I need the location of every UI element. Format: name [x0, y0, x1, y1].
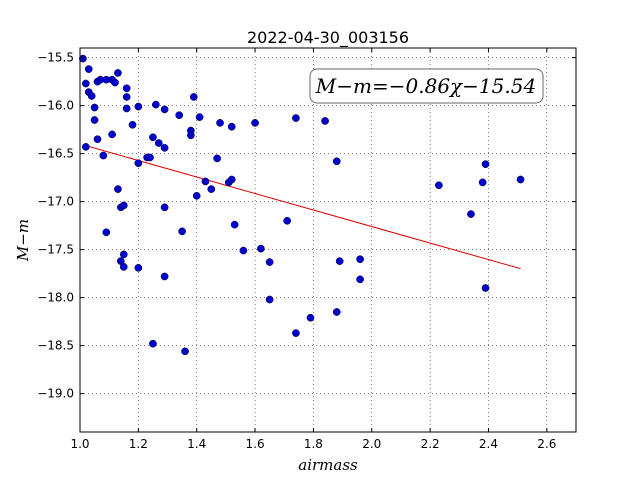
data-point — [227, 122, 236, 131]
y-tick-label: −16.0 — [37, 99, 74, 113]
x-tick-label: 1.8 — [304, 437, 323, 451]
data-point — [292, 329, 300, 337]
data-point — [149, 133, 157, 142]
data-point — [160, 143, 169, 152]
data-point — [154, 139, 163, 147]
x-tick-label: 2.0 — [362, 437, 381, 451]
y-tick-label: −17.5 — [37, 243, 74, 257]
data-point — [146, 153, 154, 162]
y-axis-label: M−m — [14, 219, 32, 262]
data-point — [99, 151, 108, 160]
fit-line — [85, 145, 521, 270]
data-point — [195, 113, 204, 121]
data-point — [292, 114, 300, 122]
y-tick-label: −16.5 — [37, 147, 74, 161]
data-point — [87, 92, 96, 100]
y-tick-label: −18.0 — [37, 291, 74, 305]
data-point — [90, 116, 99, 124]
fit-equation-text: M−m=−0.86χ−15.54 — [315, 74, 536, 98]
data-point — [122, 93, 131, 101]
data-point — [122, 104, 131, 113]
fit-equation-box: M−m=−0.86χ−15.54 — [309, 68, 544, 104]
data-point — [175, 111, 184, 120]
fit-equation-frame — [309, 68, 544, 104]
data-point — [122, 84, 131, 93]
data-point — [152, 100, 160, 109]
data-point — [79, 54, 87, 63]
data-point — [119, 263, 128, 271]
x-tick-label: 1.6 — [246, 437, 265, 451]
x-axis-label: airmass — [298, 456, 358, 474]
data-point — [306, 313, 315, 322]
data-point — [257, 244, 265, 253]
data-point — [213, 154, 221, 163]
data-point — [134, 263, 143, 272]
y-tick-label: −15.5 — [37, 51, 74, 65]
data-point — [481, 160, 490, 169]
data-point — [478, 178, 487, 187]
data-point — [114, 69, 122, 77]
data-point — [356, 275, 364, 284]
y-tick-label: −19.0 — [37, 387, 74, 401]
x-tick-label: 1.4 — [187, 437, 206, 451]
fit-line-group — [85, 145, 521, 270]
data-point — [181, 347, 189, 356]
axis-ticks: 1.0 1.2 1.4 1.6 1.8 2.0 2.2 2.4 2.6 −15.5 −16.0 −16… — [37, 48, 576, 451]
data-point — [134, 102, 143, 111]
chart-title: 2022-04-30_003156 — [247, 28, 409, 48]
data-point — [160, 272, 169, 281]
data-point — [207, 185, 216, 193]
data-point — [239, 246, 248, 255]
x-tick-label: 2.2 — [421, 437, 440, 451]
data-point — [114, 185, 122, 193]
y-tick-label: −17.0 — [37, 195, 74, 209]
plot-frame — [79, 47, 577, 433]
data-point — [335, 257, 344, 265]
data-point — [201, 177, 210, 186]
data-point — [435, 181, 443, 190]
data-point — [93, 135, 102, 144]
data-point — [467, 210, 475, 218]
data-point — [192, 191, 201, 200]
data-point — [178, 227, 186, 236]
data-point — [251, 119, 259, 127]
x-tick-label: 2.4 — [479, 437, 498, 451]
data-point — [227, 175, 236, 184]
data-point — [160, 203, 169, 212]
y-tick-label: −18.5 — [37, 339, 74, 353]
data-point — [187, 131, 195, 140]
data-point — [332, 157, 341, 166]
data-point — [321, 117, 329, 125]
data-point — [134, 159, 143, 168]
data-point — [481, 284, 490, 292]
x-tick-label: 2.6 — [537, 437, 556, 451]
x-tick-label: 1.0 — [70, 437, 89, 451]
data-point — [119, 201, 128, 210]
grid-lines — [79, 48, 576, 432]
data-point — [265, 295, 274, 304]
data-point — [283, 216, 292, 225]
data-point — [102, 228, 111, 237]
data-point — [160, 105, 169, 114]
data-point — [265, 258, 274, 266]
data-point — [111, 78, 119, 87]
data-point — [81, 79, 90, 88]
data-point — [230, 220, 239, 229]
data-point — [90, 103, 99, 112]
data-point — [149, 339, 157, 348]
data-point — [108, 130, 116, 139]
data-point — [332, 308, 341, 316]
data-point — [119, 250, 128, 259]
data-point — [189, 93, 198, 101]
data-point — [516, 175, 525, 184]
x-tick-label: 1.2 — [129, 437, 148, 451]
data-point — [356, 255, 364, 264]
data-point — [216, 119, 224, 127]
data-point — [84, 65, 93, 73]
data-point — [128, 120, 137, 129]
data-points — [79, 54, 525, 356]
data-point — [81, 143, 90, 151]
